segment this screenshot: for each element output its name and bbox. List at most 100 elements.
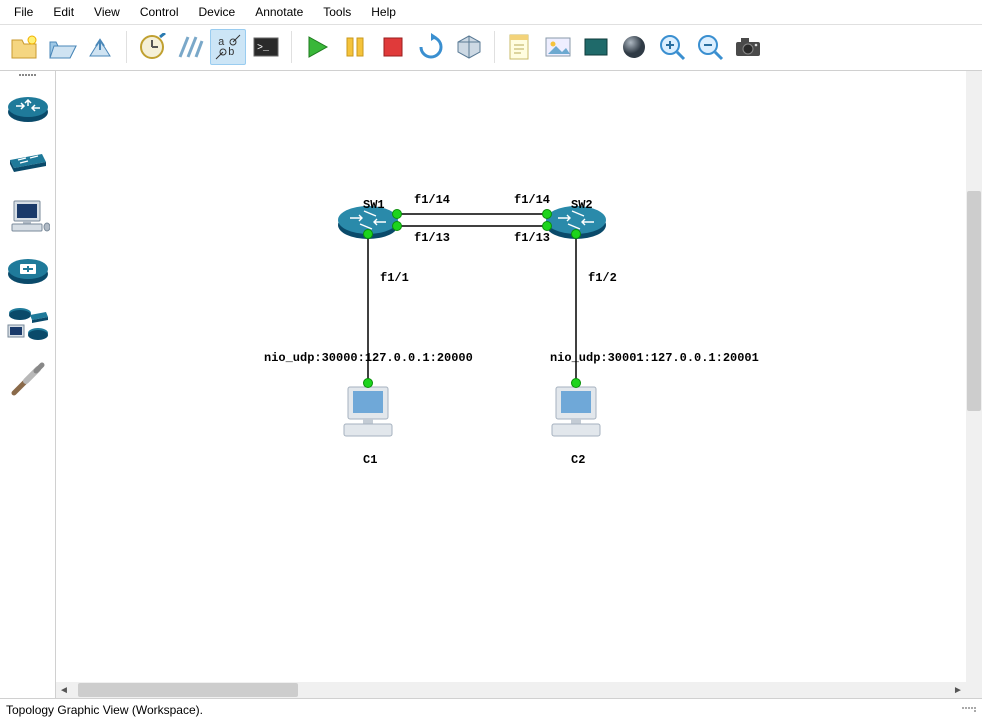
image-icon — [544, 35, 572, 59]
scrollbar-thumb[interactable] — [78, 683, 298, 697]
node-C1[interactable] — [344, 387, 392, 436]
router-icon — [6, 92, 50, 126]
pc-icon — [6, 197, 50, 237]
snapshot-button[interactable] — [134, 29, 170, 65]
virtualbox-button[interactable] — [451, 29, 487, 65]
screenshot-button[interactable] — [730, 29, 766, 65]
canvas-wrap: f1/14f1/14f1/13f1/13f1/1nio_udp:30000:12… — [56, 71, 982, 698]
link-endpoint-dot — [571, 378, 581, 388]
palette-handle[interactable] — [4, 74, 52, 78]
node-label: SW1 — [363, 198, 385, 212]
toolbar-separator — [494, 31, 495, 63]
interface-label: f1/1 — [380, 271, 409, 285]
camera-icon — [733, 35, 763, 59]
pause-all-button[interactable] — [337, 29, 373, 65]
menu-device[interactable]: Device — [189, 2, 246, 22]
save-project-button[interactable] — [83, 29, 119, 65]
virtualbox-icon — [455, 33, 483, 61]
palette-security[interactable] — [4, 247, 52, 295]
link-endpoint-dot — [363, 378, 373, 388]
svg-text:>_: >_ — [257, 43, 270, 54]
palette-switch[interactable] — [4, 139, 52, 187]
menu-file[interactable]: File — [4, 2, 43, 22]
rectangle-icon — [582, 35, 610, 59]
main-area: f1/14f1/14f1/13f1/13f1/1nio_udp:30000:12… — [0, 71, 982, 698]
add-note-button[interactable] — [502, 29, 538, 65]
link-endpoint-dot — [363, 229, 373, 239]
clock-icon — [138, 33, 166, 61]
link-endpoint-dot — [542, 209, 552, 219]
vertical-scrollbar[interactable] — [966, 71, 982, 682]
devices-group-icon — [6, 305, 50, 345]
start-all-button[interactable] — [299, 29, 335, 65]
zoom-in-button[interactable] — [654, 29, 690, 65]
toolbar: ab >_ — [0, 25, 982, 71]
console-all-button[interactable]: >_ — [248, 29, 284, 65]
svg-text:a: a — [218, 37, 225, 49]
zoom-out-button[interactable] — [692, 29, 728, 65]
open-project-button[interactable] — [45, 29, 81, 65]
device-palette — [0, 71, 56, 698]
switch-icon — [6, 148, 50, 178]
show-interfaces-button[interactable] — [172, 29, 208, 65]
interface-label: f1/14 — [414, 193, 450, 207]
svg-text:b: b — [228, 47, 235, 59]
stop-icon — [380, 34, 406, 60]
palette-pc[interactable] — [4, 193, 52, 241]
link-endpoint-dot — [571, 229, 581, 239]
status-text: Topology Graphic View (Workspace). — [6, 703, 203, 717]
pause-icon — [342, 34, 368, 60]
reload-all-button[interactable] — [413, 29, 449, 65]
security-icon — [6, 254, 50, 288]
palette-all-devices[interactable] — [4, 301, 52, 349]
palette-link[interactable] — [4, 355, 52, 403]
add-ellipse-button[interactable] — [616, 29, 652, 65]
interface-label: f1/14 — [514, 193, 550, 207]
node-label: C2 — [571, 453, 585, 467]
scrollbar-thumb[interactable] — [967, 191, 981, 411]
toolbar-separator — [291, 31, 292, 63]
add-rectangle-button[interactable] — [578, 29, 614, 65]
reload-icon — [417, 33, 445, 61]
palette-router[interactable] — [4, 85, 52, 133]
node-C2[interactable] — [552, 387, 600, 436]
link-icon — [8, 359, 48, 399]
interface-label: nio_udp:30001:127.0.0.1:20001 — [550, 351, 759, 365]
menu-annotate[interactable]: Annotate — [245, 2, 313, 22]
zoom-in-icon — [658, 33, 686, 61]
menu-control[interactable]: Control — [130, 2, 189, 22]
play-icon — [304, 34, 330, 60]
stop-all-button[interactable] — [375, 29, 411, 65]
show-labels-button[interactable]: ab — [210, 29, 246, 65]
toolbar-separator — [126, 31, 127, 63]
scroll-left-arrow[interactable]: ◄ — [56, 682, 72, 698]
scroll-right-arrow[interactable]: ► — [950, 682, 966, 698]
new-project-icon — [10, 34, 40, 60]
node-label: SW2 — [571, 198, 593, 212]
labels-icon: ab — [214, 33, 242, 61]
link-endpoint-dot — [542, 221, 552, 231]
open-folder-icon — [48, 34, 78, 60]
menu-bar: File Edit View Control Device Annotate T… — [0, 0, 982, 25]
menu-tools[interactable]: Tools — [313, 2, 361, 22]
ellipse-icon — [620, 33, 648, 61]
new-project-button[interactable] — [7, 29, 43, 65]
interface-label: f1/13 — [514, 231, 550, 245]
horizontal-scrollbar[interactable]: ◄ ► — [56, 682, 966, 698]
note-icon — [507, 33, 533, 61]
zoom-out-icon — [696, 33, 724, 61]
interfaces-icon — [176, 33, 204, 61]
topology-canvas[interactable]: f1/14f1/14f1/13f1/13f1/1nio_udp:30000:12… — [56, 71, 966, 682]
console-icon: >_ — [252, 35, 280, 59]
link-endpoint-dot — [392, 209, 402, 219]
menu-help[interactable]: Help — [361, 2, 406, 22]
add-image-button[interactable] — [540, 29, 576, 65]
interface-label: f1/2 — [588, 271, 617, 285]
save-icon — [86, 34, 116, 60]
menu-view[interactable]: View — [84, 2, 130, 22]
node-label: C1 — [363, 453, 377, 467]
scrollbar-corner — [966, 682, 982, 698]
menu-edit[interactable]: Edit — [43, 2, 84, 22]
window-resizer[interactable] — [962, 707, 976, 712]
interface-label: f1/13 — [414, 231, 450, 245]
